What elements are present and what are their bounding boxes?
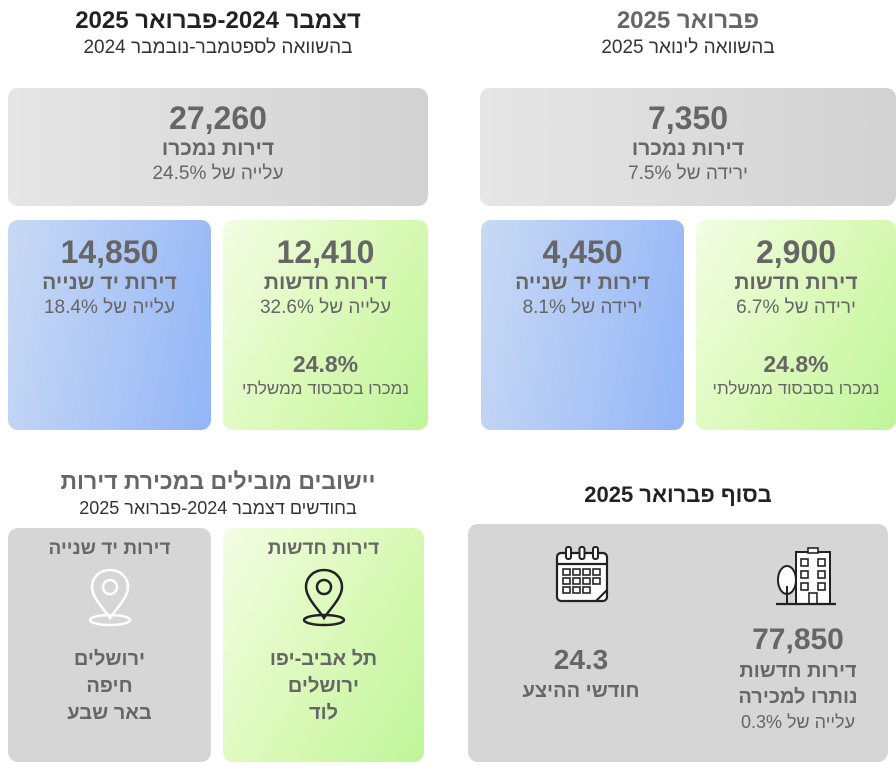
cities-title: יישובים מובילים במכירת דירות bbox=[60, 468, 376, 494]
left-total-label: דירות נמכרו bbox=[161, 137, 275, 160]
cities-new-card: דירות חדשות תל אביב-יפו ירושלים לוד bbox=[223, 528, 424, 762]
right-total-value: 7,350 bbox=[647, 100, 729, 136]
cities-new-1: תל אביב-יפו bbox=[269, 648, 378, 670]
building-icon bbox=[774, 546, 838, 615]
right-new-value: 2,900 bbox=[755, 234, 837, 270]
right-new-subsidized-pct: 24.8% bbox=[763, 351, 829, 377]
left-second-hand-card: 14,850 דירות יד שנייה עלייה של 18.4% bbox=[8, 220, 211, 430]
end-of-month-card: 24.3 חודשי ההיצע 77,850 דירות חדשות נותר… bbox=[468, 524, 888, 762]
right-second-hand-change: ירידה של 8.1% bbox=[522, 297, 643, 318]
cities-subtitle: בחודשים דצמבר 2024-פברואר 2025 bbox=[79, 498, 357, 518]
calendar-icon bbox=[552, 544, 612, 611]
right-total-card: 7,350 דירות נמכרו ירידה של 7.5% bbox=[480, 88, 896, 206]
map-pin-icon bbox=[8, 564, 211, 634]
inventory-change: עלייה של 0.3% bbox=[740, 712, 856, 732]
map-pin-icon bbox=[223, 564, 424, 634]
right-header: פברואר 2025 בהשוואה לינואר 2025 bbox=[480, 6, 896, 60]
right-total-label: דירות נמכרו bbox=[631, 137, 745, 160]
end-of-month-title: בסוף פברואר 2025 bbox=[584, 482, 772, 507]
left-second-hand-change: עלייה של 18.4% bbox=[43, 297, 176, 318]
left-header: דצמבר 2024-פברואר 2025 בהשוואה לספטמבר-נ… bbox=[8, 6, 428, 60]
inventory-label-2: נותרו למכירה bbox=[738, 686, 858, 708]
months-supply-label: חודשי ההיצע bbox=[522, 680, 640, 702]
right-total-change: ירידה של 7.5% bbox=[628, 163, 748, 184]
right-second-hand-value: 4,450 bbox=[542, 234, 623, 270]
right-second-hand-card: 4,450 דירות יד שנייה ירידה של 8.1% bbox=[481, 220, 684, 430]
cities-new-3: לוד bbox=[308, 702, 339, 724]
right-new-subsidized-label: נמכרו בסבסוד ממשלתי bbox=[712, 379, 880, 398]
left-new-card: 12,410 דירות חדשות עלייה של 32.6% 24.8% … bbox=[223, 220, 428, 430]
cities-second-hand-1: ירושלים bbox=[73, 648, 146, 670]
left-new-subsidized-pct: 24.8% bbox=[292, 351, 359, 377]
cities-new-label: דירות חדשות bbox=[267, 538, 380, 559]
right-title: פברואר 2025 bbox=[616, 7, 760, 34]
right-second-hand-label: דירות יד שנייה bbox=[515, 271, 650, 294]
inventory-value: 77,850 bbox=[752, 623, 844, 656]
left-new-label: דירות חדשות bbox=[263, 271, 388, 294]
months-supply-value: 24.3 bbox=[553, 644, 609, 675]
inventory-label-1: דירות חדשות bbox=[739, 660, 857, 682]
right-subtitle: בהשוואה לינואר 2025 bbox=[601, 37, 775, 58]
right-new-change: ירידה של 6.7% bbox=[736, 297, 856, 318]
cities-second-hand-label: דירות יד שנייה bbox=[48, 538, 171, 559]
cities-new-2: ירושלים bbox=[287, 675, 360, 697]
left-title: דצמבר 2024-פברואר 2025 bbox=[75, 7, 361, 34]
left-second-hand-label: דירות יד שנייה bbox=[42, 271, 177, 294]
left-new-change: עלייה של 32.6% bbox=[259, 297, 392, 318]
left-second-hand-value: 14,850 bbox=[60, 234, 159, 270]
right-new-label: דירות חדשות bbox=[734, 271, 858, 294]
left-total-change: עלייה של 24.5% bbox=[152, 163, 284, 184]
left-new-subsidized-label: נמכרו בסבסוד ממשלתי bbox=[242, 379, 409, 398]
cities-header: יישובים מובילים במכירת דירות בחודשים דצמ… bbox=[8, 466, 428, 520]
right-new-card: 2,900 דירות חדשות ירידה של 6.7% 24.8% נמ… bbox=[696, 220, 896, 430]
end-of-month-header: בסוף פברואר 2025 bbox=[468, 480, 888, 510]
cities-second-hand-2: חיפה bbox=[86, 675, 133, 697]
left-subtitle: בהשוואה לספטמבר-נובמבר 2024 bbox=[83, 37, 353, 58]
cities-second-hand-card: דירות יד שנייה ירושלים חיפה באר שבע bbox=[8, 528, 211, 762]
left-new-value: 12,410 bbox=[276, 234, 375, 270]
left-total-card: 27,260 דירות נמכרו עלייה של 24.5% bbox=[8, 88, 428, 206]
cities-second-hand-3: באר שבע bbox=[67, 702, 152, 724]
left-total-value: 27,260 bbox=[169, 100, 267, 136]
